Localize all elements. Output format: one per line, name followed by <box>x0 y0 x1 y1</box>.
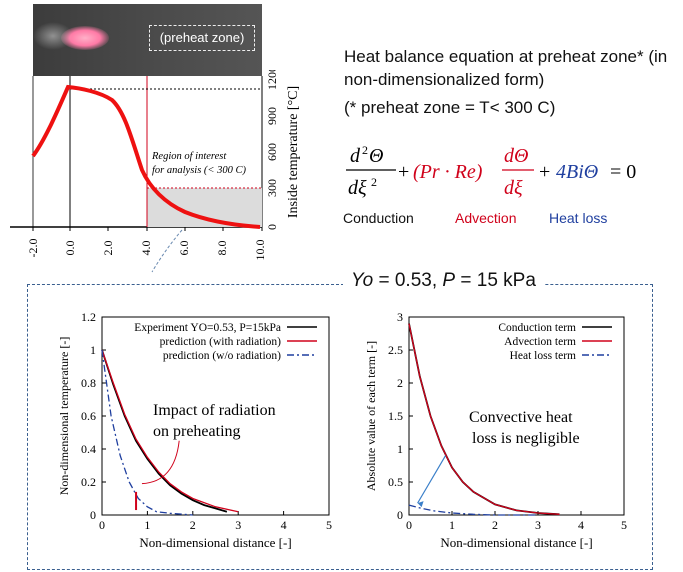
y-axis-label: Non-dimensional temperature [-] <box>57 337 71 496</box>
flame-smoke <box>33 22 73 50</box>
ytick-label: 1.2 <box>81 310 96 324</box>
svg-text:+: + <box>539 161 550 183</box>
series-line-3 <box>101 349 193 516</box>
svg-text:(Pr · Re): (Pr · Re) <box>413 161 483 183</box>
ytick-label: 2.5 <box>388 343 403 357</box>
term-label-advection: Advection <box>455 210 517 226</box>
xtick-label: 10.0 <box>253 240 267 261</box>
yo-value: = 0.53, <box>373 270 443 291</box>
p-symbol: P <box>442 270 456 291</box>
ytick-label: 0.5 <box>388 475 403 489</box>
svg-text:+: + <box>398 161 409 183</box>
svg-text:= 0: = 0 <box>610 161 636 183</box>
svg-text:Θ: Θ <box>369 145 383 167</box>
xtick-label: 6.0 <box>177 241 191 256</box>
p-value: = 15 kPa <box>455 270 536 291</box>
ytick-label: 0.4 <box>81 442 96 456</box>
ytick-label: 0 <box>90 508 96 522</box>
legend-entry-3: Heat loss term <box>510 350 576 362</box>
svg-text:2: 2 <box>362 143 368 157</box>
xtick-label: 8.0 <box>215 241 229 256</box>
xtick-label: 4 <box>281 518 287 532</box>
ytick-label: 0 <box>397 508 403 522</box>
ytick-label: 2 <box>397 376 403 390</box>
region-of-interest-shade <box>147 188 262 227</box>
xtick-label: 0 <box>99 518 105 532</box>
ytick-label: 1.5 <box>388 409 403 423</box>
ytick-label: 0.2 <box>81 475 96 489</box>
ytick-label: 3 <box>397 310 403 324</box>
annotation-arrowhead <box>417 501 424 508</box>
region-annotation-line1: Region of interest <box>151 151 227 162</box>
ytick-label: 900 <box>265 107 279 125</box>
preheat-zone-box: (preheat zone) <box>149 25 255 51</box>
series-line-2 <box>101 349 239 513</box>
annotation-arrow <box>417 455 447 504</box>
legend-entry-3: prediction (w/o radiation) <box>163 350 281 362</box>
xtick-label: 1 <box>449 518 455 532</box>
svg-text:d: d <box>350 145 361 167</box>
ytick-label: 600 <box>265 143 279 161</box>
equation-title: Heat balance equation at preheat zone* (… <box>344 47 668 89</box>
legend-entry-1: Conduction term <box>498 322 576 334</box>
x-axis-label: Non-dimensional distance [-] <box>139 535 291 550</box>
svg-text:4BiΘ: 4BiΘ <box>556 161 598 183</box>
annotation-radiation-line2: on preheating <box>153 423 241 440</box>
xtick-label: 2 <box>190 518 196 532</box>
xtick-label: 0 <box>406 518 412 532</box>
xtick-label: 3 <box>535 518 541 532</box>
ytick-label: 0 <box>265 224 279 230</box>
temperature-profile-chart: 0 300 600 900 1200 Inside temperature [°… <box>10 70 301 273</box>
annotation-heat-loss-line1: Convective heat <box>469 409 573 426</box>
profile-tickmarks <box>32 227 263 231</box>
ytick-label: 1 <box>90 343 96 357</box>
legend-entry-2: prediction (with radiation) <box>160 336 282 348</box>
xtick-label: 3 <box>235 518 241 532</box>
profile-ylabel: Inside temperature [°C] <box>286 86 301 218</box>
profile-yticks: 0 300 600 900 1200 Inside temperature [°… <box>265 70 301 230</box>
xtick-label: 5 <box>621 518 627 532</box>
ytick-label: 1 <box>397 442 403 456</box>
annotation-leader <box>141 440 180 485</box>
annotation-heat-loss-line2: loss is negligible <box>472 430 580 447</box>
xtick-label: 0.0 <box>63 241 77 256</box>
yo-symbol: Yo <box>351 270 374 291</box>
xtick-label: 2 <box>492 518 498 532</box>
legend-entry-1: Experiment YO=0.53, P=15kPa <box>134 322 281 334</box>
callout-arrow <box>151 229 183 273</box>
series-line-3 <box>408 504 538 516</box>
svg-text:dξ: dξ <box>504 177 523 199</box>
series-line-2 <box>408 323 560 515</box>
results-frame <box>27 284 653 570</box>
xtick-label: 1 <box>144 518 150 532</box>
ytick-label: 1200 <box>265 70 279 90</box>
flame-photo: (preheat zone) <box>33 4 262 76</box>
svg-text:dΘ: dΘ <box>504 145 528 167</box>
xtick-label: -2.0 <box>26 239 40 258</box>
legend-entry-2: Advection term <box>504 336 576 348</box>
xtick-label: 5 <box>326 518 332 532</box>
ytick-label: 0.6 <box>81 409 96 423</box>
svg-text:2: 2 <box>371 175 377 189</box>
condition-banner: Yo = 0.53, P = 15 kPa <box>343 270 544 292</box>
annotation-radiation-line1: Impact of radiation <box>153 402 276 419</box>
xtick-label: 4 <box>578 518 584 532</box>
ytick-label: 0.8 <box>81 376 96 390</box>
term-label-conduction: Conduction <box>343 210 414 226</box>
y-axis-label: Absolute value of each term [-] <box>364 341 378 491</box>
svg-text:dξ: dξ <box>348 177 367 199</box>
temperature-curve <box>31 84 261 229</box>
equation-note: (* preheat zone = T< 300 C) <box>344 98 556 117</box>
profile-xticks: -2.0 0.0 2.0 4.0 6.0 8.0 10.0 <box>26 239 267 261</box>
term-label-heat-loss: Heat loss <box>549 210 608 226</box>
term-magnitude-chart: 0 1 2 3 4 5 0 0.5 1 1.5 2 2.5 3 Non-dimensional dista… <box>364 310 627 550</box>
region-annotation-line2: for analysis (< 300 C) <box>152 165 247 176</box>
x-axis-label: Non-dimensional distance [-] <box>440 535 592 550</box>
ytick-label: 300 <box>265 179 279 197</box>
xtick-label: 4.0 <box>139 241 153 256</box>
xtick-label: 2.0 <box>101 241 115 256</box>
temperature-comparison-chart: 0 1 2 3 4 5 0 0.2 0.4 0.6 0.8 1 1.2 Non-dimensional d… <box>57 310 332 550</box>
